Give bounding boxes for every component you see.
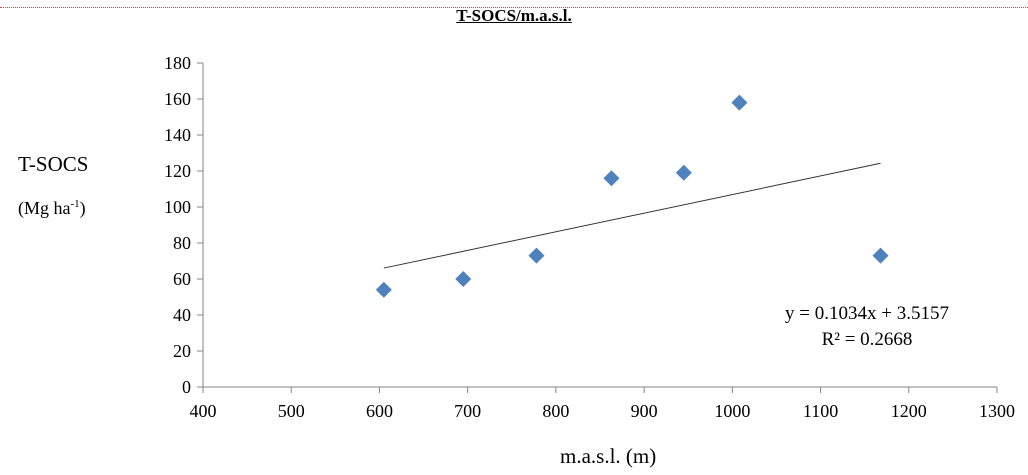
data-point-marker bbox=[375, 281, 392, 298]
y-axis-unit-label: (Mg ha-1) bbox=[18, 198, 86, 219]
y-axis-unit-main: (Mg ha bbox=[18, 198, 71, 218]
y-tick-label: 80 bbox=[173, 233, 191, 253]
trendline-r2-label: R² = 0.2668 bbox=[822, 329, 913, 350]
data-point-marker bbox=[675, 164, 692, 181]
data-point-marker bbox=[603, 170, 620, 187]
x-tick-label: 600 bbox=[366, 401, 393, 421]
data-point-marker bbox=[872, 247, 889, 264]
x-tick-label: 500 bbox=[278, 401, 305, 421]
y-tick-label: 60 bbox=[173, 269, 191, 289]
data-point-marker bbox=[528, 247, 545, 264]
top-divider-line bbox=[0, 7, 1028, 8]
y-tick-label: 180 bbox=[164, 53, 191, 73]
y-tick-label: 40 bbox=[173, 305, 191, 325]
x-tick-label: 700 bbox=[454, 401, 481, 421]
linear-trendline bbox=[383, 162, 881, 269]
x-tick-label: 1100 bbox=[803, 401, 838, 421]
data-point-marker bbox=[455, 271, 472, 287]
x-axis-label: m.a.s.l. (m) bbox=[560, 444, 657, 468]
y-axis-label: T-SOCS bbox=[18, 152, 89, 176]
x-tick-label: 800 bbox=[542, 401, 569, 421]
y-tick-label: 140 bbox=[164, 125, 191, 145]
y-tick-label: 160 bbox=[164, 89, 191, 109]
x-tick-label: 1200 bbox=[891, 401, 927, 421]
y-tick-label: 120 bbox=[164, 161, 191, 181]
y-axis-unit-superscript: -1 bbox=[70, 198, 80, 210]
trendline-equation-label: y = 0.1034x + 3.5157 bbox=[785, 303, 949, 324]
y-tick-label: 20 bbox=[173, 341, 191, 361]
x-tick-label: 1000 bbox=[714, 401, 750, 421]
chart-title: T-SOCS/m.a.s.l. bbox=[456, 6, 572, 25]
x-tick-label: 400 bbox=[190, 401, 217, 421]
y-tick-label: 100 bbox=[164, 197, 191, 217]
y-axis-unit-close: ) bbox=[79, 198, 86, 218]
data-point-marker bbox=[731, 94, 748, 111]
x-tick-label: 900 bbox=[631, 401, 658, 421]
x-tick-label: 1300 bbox=[979, 401, 1015, 421]
y-tick-label: 0 bbox=[182, 377, 191, 397]
